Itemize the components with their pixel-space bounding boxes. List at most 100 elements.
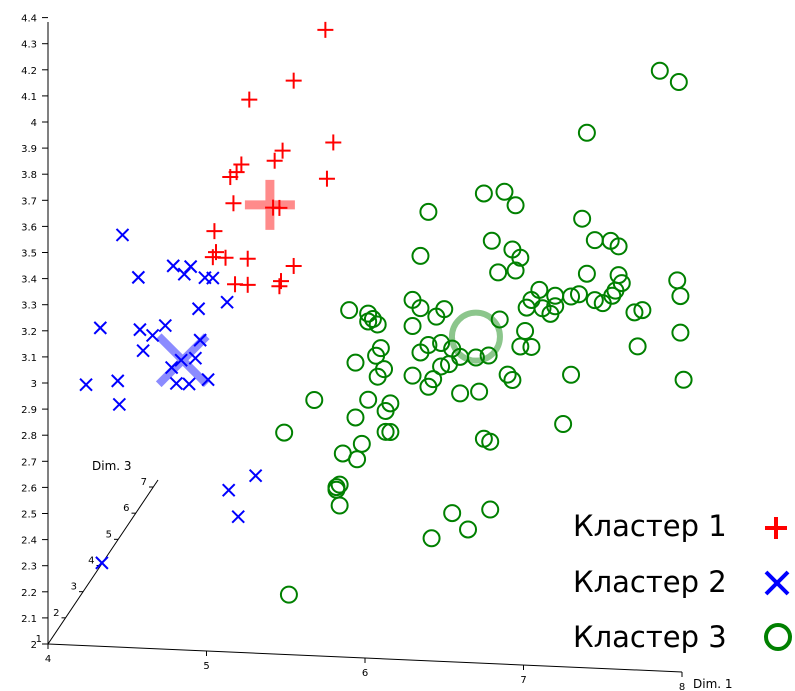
y-ticks: 2 2.1 2.2 2.3 2.4 2.5 2.6 2.7 2.8 2.9 3 3.1 3.2 3.3 3.… — [21, 14, 48, 651]
data-point-circle — [330, 496, 349, 515]
y-tick-label: 3.1 — [21, 353, 37, 364]
data-point-circle — [411, 343, 430, 362]
data-point-circle — [516, 322, 535, 341]
data-point-circle — [422, 529, 441, 548]
data-point-circle — [424, 370, 443, 389]
data-point-plus — [285, 72, 302, 89]
x-tick-label: 8 — [679, 682, 685, 691]
series-3 — [275, 61, 693, 604]
data-point-x — [166, 259, 180, 273]
data-point-circle — [443, 504, 462, 523]
data-point-circle — [479, 346, 498, 365]
data-point-circle — [577, 264, 596, 283]
z-tick-label: 6 — [123, 503, 129, 514]
y-tick-label: 3.7 — [21, 196, 37, 207]
y-tick-label: 2.8 — [21, 431, 37, 442]
data-point-circle — [625, 303, 644, 322]
data-point-x — [221, 483, 236, 497]
data-point-circle — [481, 500, 500, 519]
data-point-circle — [346, 408, 365, 427]
data-point-plus — [239, 276, 256, 293]
legend-label-cluster-1: Кластер 1 — [573, 509, 727, 543]
y-tick-label: 2.2 — [21, 588, 37, 599]
data-point-x — [79, 377, 93, 392]
data-point-circle — [368, 315, 387, 334]
y-tick-label: 4.3 — [21, 40, 37, 51]
data-point-circle — [530, 280, 549, 299]
data-point-plus — [271, 278, 288, 295]
data-point-circle — [495, 182, 514, 201]
z-tick-label: 7 — [141, 477, 147, 488]
data-point-circle — [546, 286, 565, 305]
data-point-x — [133, 322, 147, 337]
z-tick-label: 1 — [36, 634, 42, 645]
y-tick-label: 2.1 — [21, 614, 37, 625]
data-point-circle — [506, 261, 525, 280]
data-point-x — [164, 360, 179, 375]
y-tick-label: 3.4 — [21, 275, 37, 286]
data-point-x — [182, 377, 196, 391]
data-point-circle — [569, 285, 588, 304]
data-point-circle — [503, 371, 522, 390]
legend-label-cluster-3: Кластер 3 — [573, 620, 727, 654]
z-ticks: 1 2 3 4 5 6 7 — [36, 477, 153, 645]
data-point-x — [188, 351, 203, 365]
data-point-x — [145, 328, 160, 343]
data-point-circle — [368, 367, 387, 386]
data-point-x — [231, 509, 245, 524]
data-point-circle — [348, 450, 367, 469]
data-point-circle — [381, 423, 400, 442]
data-point-plus — [222, 169, 239, 186]
data-point-circle — [419, 202, 438, 221]
data-point-circle — [376, 422, 395, 441]
y-tick-label: 3 — [31, 379, 37, 390]
data-point-plus — [325, 134, 342, 151]
data-point-circle — [506, 196, 525, 215]
z-tick-label: 5 — [106, 529, 112, 540]
data-point-plus — [206, 223, 223, 240]
data-point-x — [248, 468, 263, 483]
y-tick-label: 4 — [31, 118, 37, 129]
y-tick-label: 4.4 — [21, 14, 37, 25]
z-tick-label: 2 — [53, 608, 59, 619]
data-point-circle — [585, 231, 604, 250]
data-point-plus — [317, 21, 334, 38]
data-point-circle — [633, 301, 652, 320]
data-point-circle — [498, 365, 517, 384]
data-point-circle — [628, 337, 647, 356]
legend-label-cluster-2: Кластер 2 — [573, 565, 727, 599]
data-point-x — [136, 343, 150, 358]
data-point-circle — [474, 184, 493, 203]
data-point-circle — [522, 337, 541, 356]
data-point-x — [115, 228, 130, 242]
data-point-circle — [440, 355, 459, 374]
data-point-circle — [482, 231, 501, 250]
data-point-circle — [305, 390, 324, 409]
data-point-plus — [274, 142, 291, 159]
x-tick-label: 4 — [45, 654, 51, 665]
data-point-circle — [470, 382, 489, 401]
data-point-plus — [271, 199, 288, 216]
data-point-circle — [573, 209, 592, 228]
data-point-circle — [671, 323, 690, 342]
data-point-plus — [318, 170, 335, 187]
centroid-marker-plus — [244, 179, 295, 230]
z-tick-label: 3 — [71, 582, 77, 593]
y-tick-label: 2 — [31, 640, 37, 651]
data-point-x — [193, 333, 207, 347]
data-point-plus — [241, 91, 258, 108]
data-point-circle — [367, 346, 386, 365]
data-point-circle — [279, 585, 298, 604]
y-tick-label: 3.2 — [21, 327, 37, 338]
data-point-plus — [285, 257, 302, 274]
data-point-plus — [225, 195, 242, 212]
z-tick-label: 4 — [88, 556, 94, 567]
data-point-plus — [239, 250, 256, 267]
data-point-x — [206, 271, 220, 285]
data-point-x — [169, 376, 184, 391]
data-point-circle — [376, 401, 395, 420]
data-point-x — [111, 374, 125, 388]
y-tick-label: 2.7 — [21, 457, 37, 468]
y-tick-label: 2.5 — [21, 510, 37, 521]
